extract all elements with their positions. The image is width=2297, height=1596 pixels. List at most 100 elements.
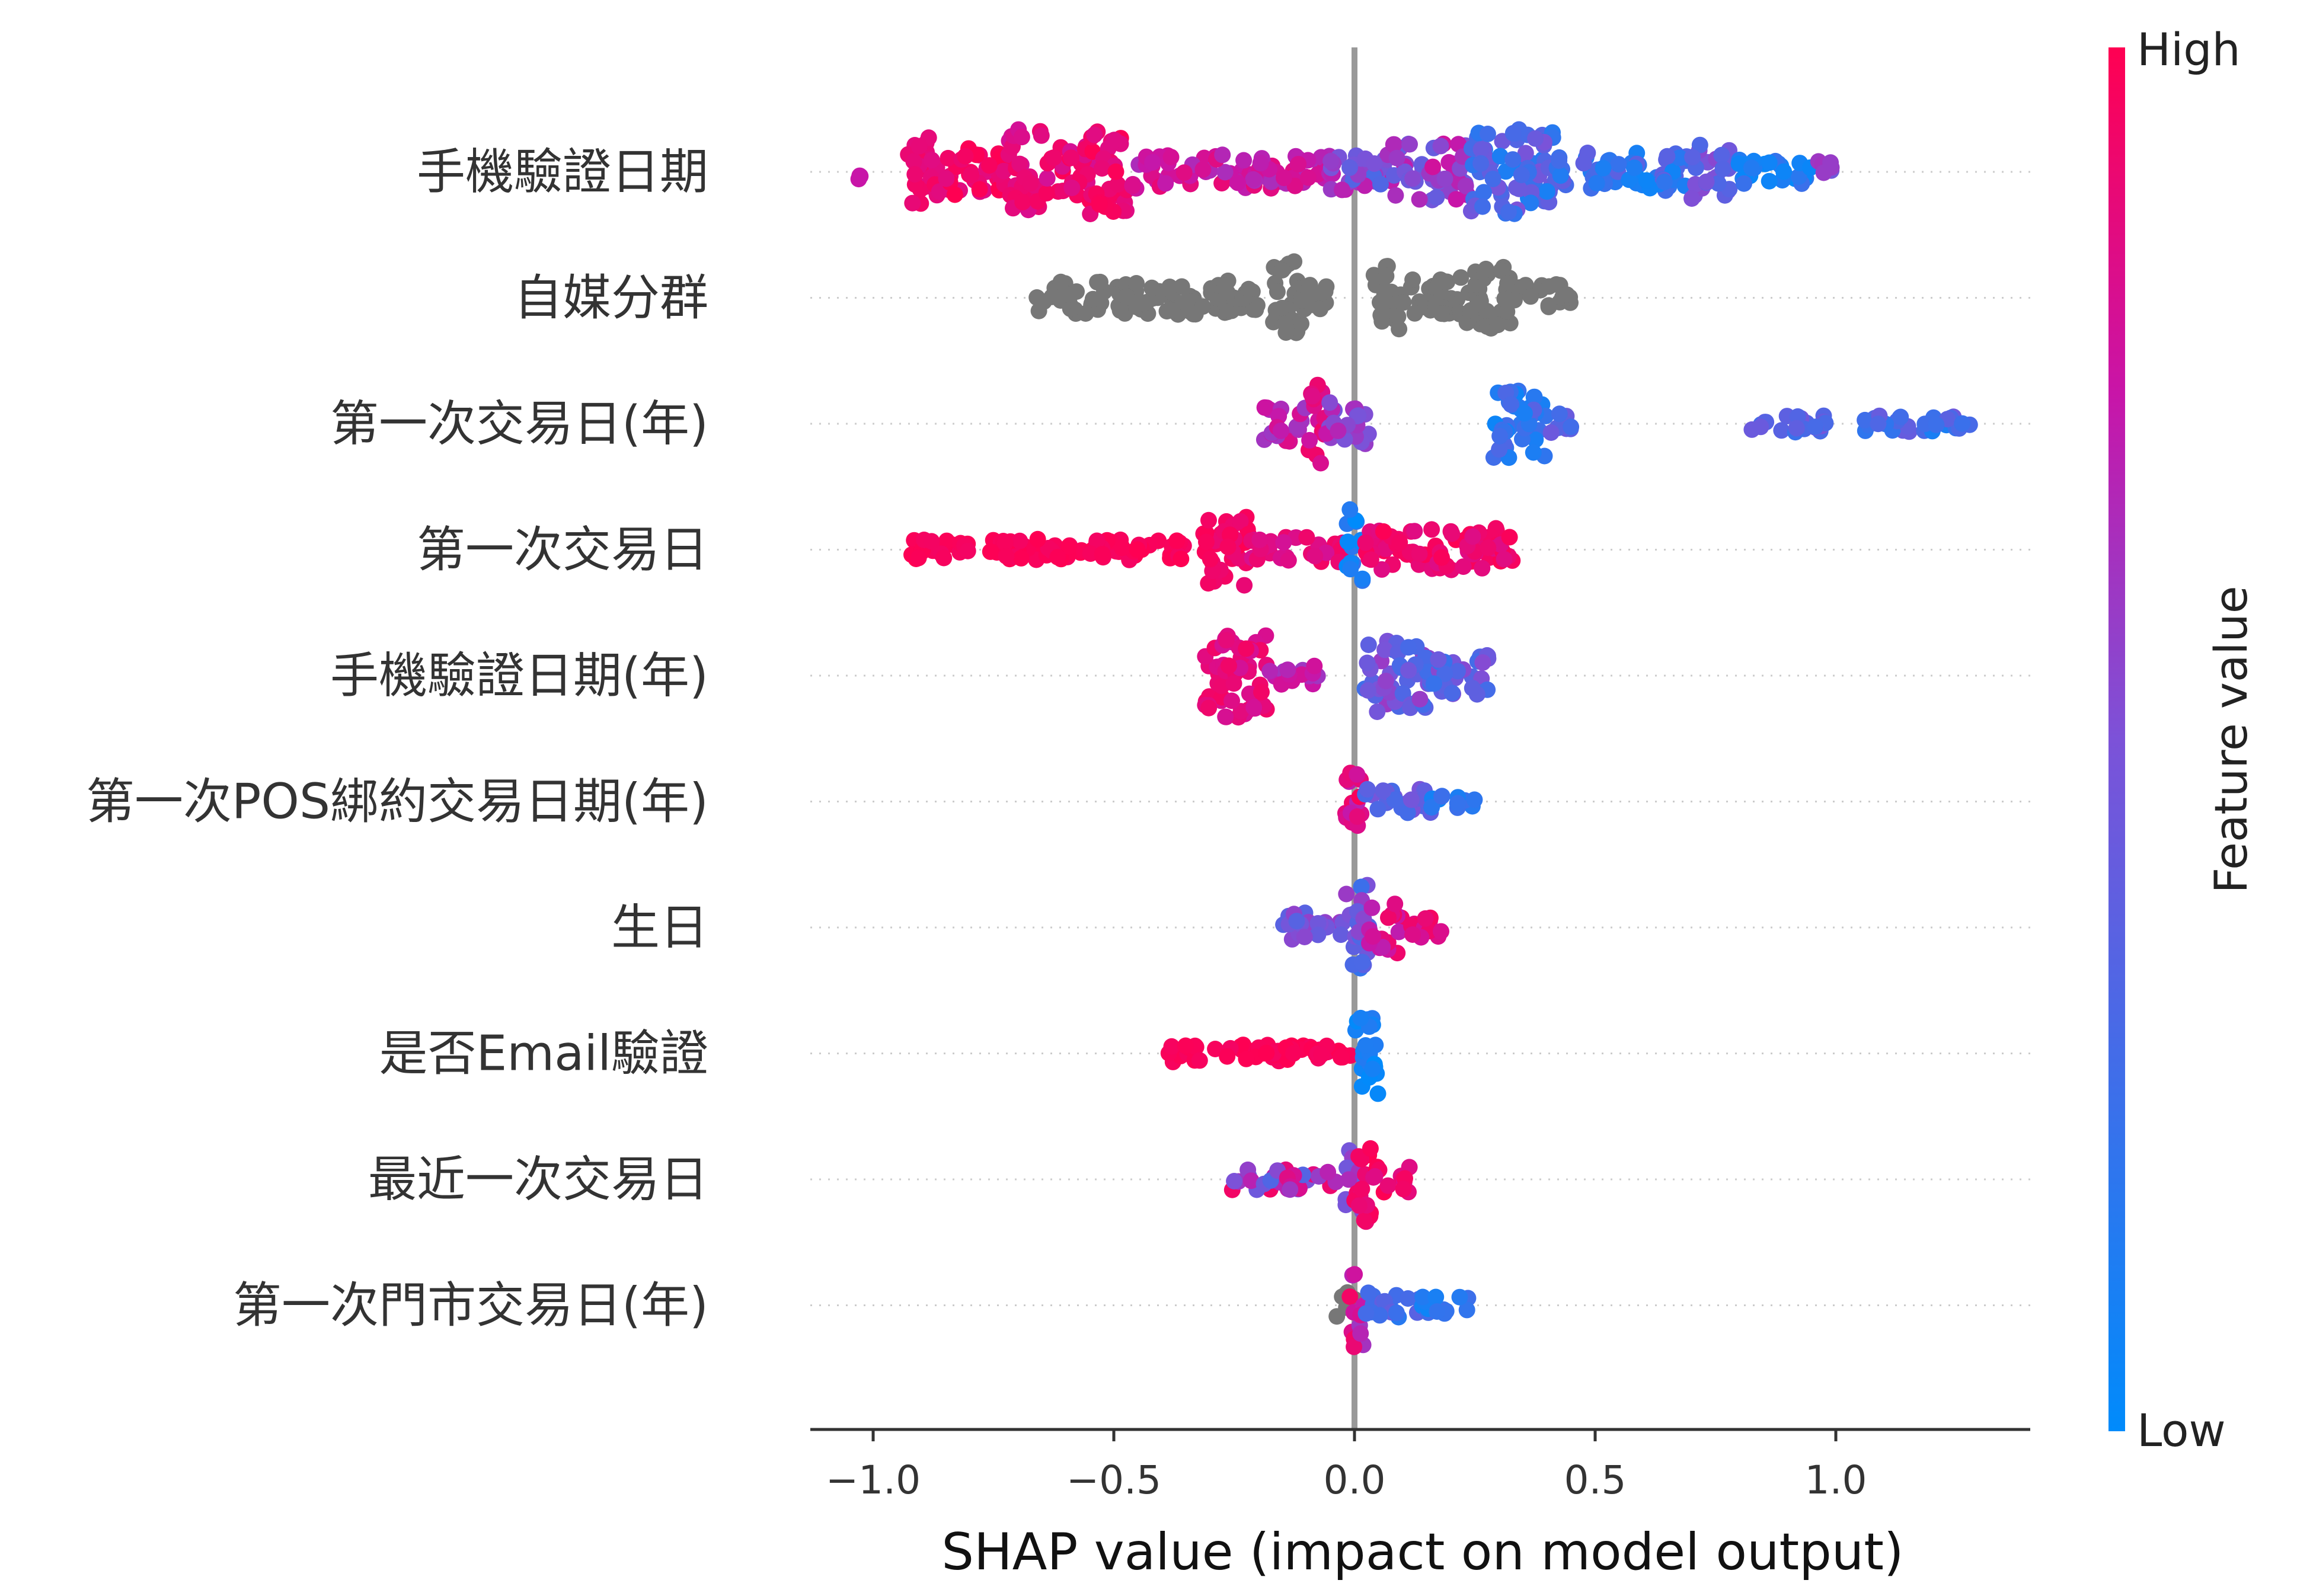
data-point — [1341, 501, 1359, 518]
data-point — [1218, 632, 1235, 649]
data-point — [1385, 136, 1403, 153]
data-point — [1458, 1301, 1475, 1319]
data-point — [1219, 1048, 1236, 1065]
data-point — [1372, 175, 1389, 193]
data-point — [1406, 523, 1423, 540]
data-point — [1301, 431, 1318, 449]
data-point — [1198, 533, 1215, 551]
feature-dots — [1223, 1140, 1418, 1230]
data-point — [1389, 308, 1407, 325]
data-point — [1404, 926, 1421, 943]
data-point — [1144, 154, 1161, 171]
data-point — [1517, 145, 1534, 162]
data-point — [1359, 682, 1376, 699]
data-point — [1168, 532, 1186, 549]
data-point — [1202, 551, 1219, 568]
data-point — [1342, 561, 1359, 578]
data-point — [1225, 675, 1242, 692]
data-point — [1424, 158, 1442, 175]
data-point — [1118, 288, 1135, 305]
data-point — [1309, 926, 1327, 943]
data-point — [1353, 878, 1370, 895]
data-point — [1376, 641, 1394, 658]
data-point — [1522, 288, 1539, 305]
data-point — [1541, 278, 1558, 295]
data-point — [1500, 203, 1517, 220]
data-point — [1411, 690, 1429, 708]
data-point — [1063, 180, 1081, 196]
colorbar-low-label: Low — [2137, 1404, 2226, 1457]
data-point — [938, 532, 956, 549]
data-point — [1375, 782, 1392, 799]
feature-dots — [1160, 1009, 1386, 1102]
data-point — [946, 186, 963, 203]
data-point — [1476, 262, 1493, 279]
data-point — [1433, 788, 1450, 805]
data-point — [1713, 146, 1730, 164]
data-point — [1088, 532, 1106, 549]
data-point — [1060, 538, 1077, 555]
data-point — [852, 168, 869, 185]
data-point — [1275, 534, 1292, 551]
data-point — [1341, 159, 1358, 176]
data-point — [1466, 791, 1483, 808]
data-point — [1423, 521, 1440, 538]
data-point — [1277, 315, 1294, 332]
data-point — [1339, 533, 1356, 551]
data-point — [1288, 418, 1305, 435]
data-point — [1451, 1288, 1468, 1306]
data-point — [1084, 290, 1101, 308]
data-point — [1479, 126, 1496, 142]
data-point — [1375, 523, 1392, 540]
data-point — [1306, 657, 1323, 674]
data-point — [1285, 1045, 1302, 1062]
data-point — [1332, 1049, 1349, 1066]
data-point — [1240, 280, 1257, 298]
data-point — [1114, 539, 1130, 556]
data-point — [1033, 127, 1050, 144]
data-point — [971, 181, 988, 198]
data-point — [959, 542, 976, 559]
data-point — [1207, 1041, 1224, 1057]
data-point — [1251, 531, 1269, 548]
feature-label: 手機驗證日期 — [417, 144, 708, 200]
data-point — [1540, 298, 1557, 315]
data-point — [1551, 405, 1568, 423]
data-point — [1252, 155, 1269, 172]
data-point — [1775, 163, 1793, 180]
data-point — [1474, 198, 1491, 215]
data-point — [1377, 282, 1394, 299]
data-point — [1200, 511, 1217, 529]
data-point — [1012, 549, 1030, 567]
feature-label: 第一次門市交易日(年) — [233, 1278, 708, 1334]
feature-label: 第一次POS綁約交易日期(年) — [86, 774, 708, 830]
data-point — [1378, 267, 1395, 284]
data-point — [1386, 791, 1403, 808]
feature-label: 是否Email驗證 — [379, 1026, 708, 1082]
data-point — [1475, 184, 1492, 201]
data-point — [1730, 155, 1747, 172]
data-point — [1272, 422, 1289, 439]
data-point — [1086, 126, 1103, 143]
feature-dots — [903, 501, 1521, 594]
data-point — [1191, 1052, 1208, 1069]
data-point — [1256, 399, 1273, 416]
data-point — [1400, 1290, 1417, 1307]
data-point — [1388, 149, 1405, 167]
data-point — [1362, 1140, 1379, 1157]
data-point — [1496, 551, 1513, 568]
data-point — [1317, 283, 1334, 300]
data-point — [1426, 675, 1442, 692]
feature-dots — [1028, 253, 1579, 341]
data-point — [1330, 422, 1347, 439]
data-point — [1373, 561, 1391, 578]
data-point — [1177, 1037, 1194, 1054]
data-point — [1309, 915, 1327, 932]
data-point — [1328, 1308, 1346, 1325]
data-point — [1404, 271, 1421, 288]
data-point — [1491, 427, 1509, 444]
data-point — [1430, 651, 1447, 668]
data-point — [1049, 549, 1066, 566]
data-point — [1194, 161, 1212, 178]
